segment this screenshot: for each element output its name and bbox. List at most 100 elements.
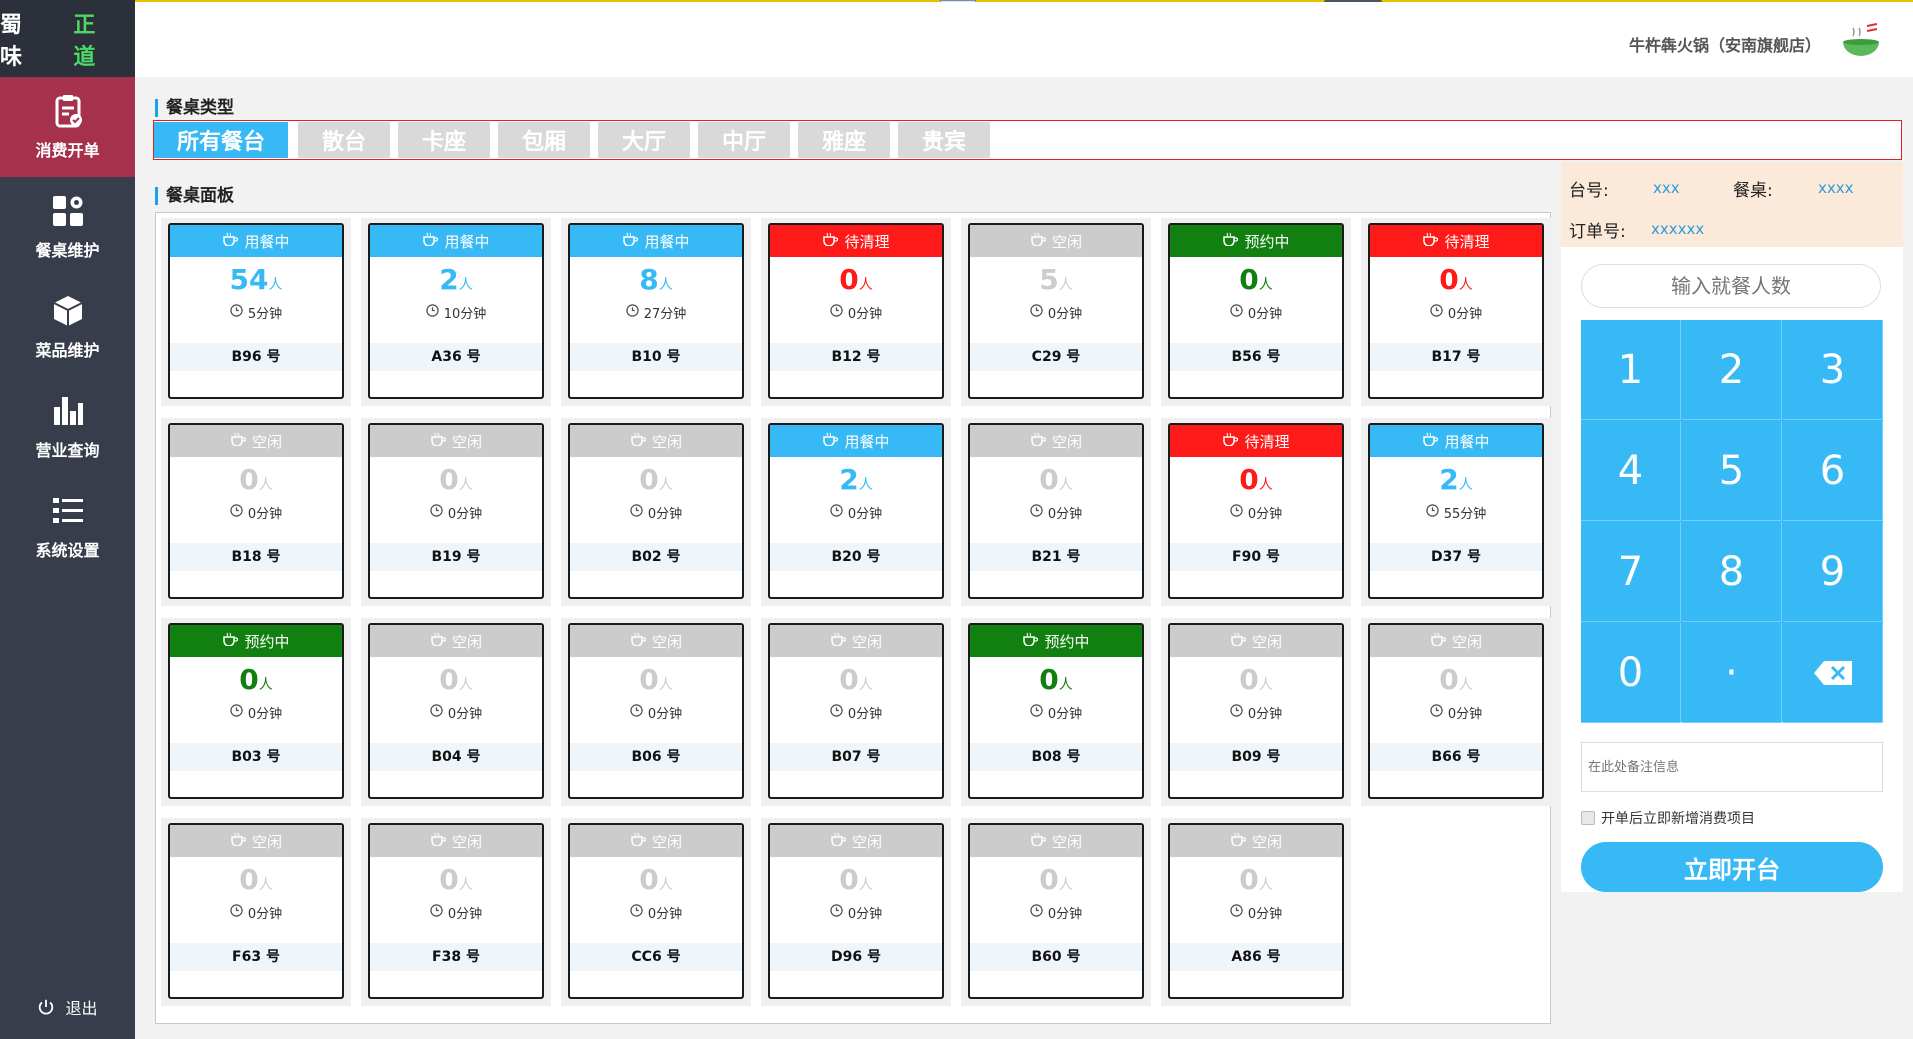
logout-button[interactable]: 退出 [0, 995, 135, 1019]
key-4[interactable]: 4 [1581, 421, 1681, 521]
key-0[interactable]: 0 [1581, 623, 1681, 723]
add-items-checkbox[interactable] [1581, 811, 1595, 825]
logo-text-1: 蜀 味 [0, 12, 27, 70]
table-card[interactable]: 空闲 0人 0分钟 F63 号 [168, 823, 344, 999]
teacup-icon [230, 832, 247, 850]
table-status-header: 待清理 [1370, 225, 1542, 257]
table-type-tab[interactable]: 包厢 [498, 122, 590, 158]
key-backspace[interactable] [1783, 623, 1883, 723]
table-status-header: 用餐中 [1370, 425, 1542, 457]
table-card[interactable]: 空闲 0人 0分钟 B18 号 [168, 423, 344, 599]
guest-count: 0人 [170, 863, 342, 897]
sidebar-item-3[interactable]: 菜品维护 [0, 277, 135, 377]
guest-count: 0人 [570, 463, 742, 497]
backspace-icon [1813, 660, 1852, 685]
table-type-tab[interactable]: 贵宾 [898, 122, 990, 158]
key-3[interactable]: 3 [1783, 320, 1883, 420]
key-dot[interactable]: · [1682, 623, 1782, 723]
table-card[interactable]: 预约中 0人 0分钟 B08 号 [968, 623, 1144, 799]
table-status-header: 空闲 [170, 425, 342, 457]
table-name: B08 号 [970, 743, 1142, 771]
table-card[interactable]: 空闲 0人 0分钟 B19 号 [368, 423, 544, 599]
key-5[interactable]: 5 [1682, 421, 1782, 521]
grid-gear-icon [50, 193, 86, 229]
table-card[interactable]: 待清理 0人 0分钟 F90 号 [1168, 423, 1344, 599]
table-type-tab[interactable]: 大厅 [598, 122, 690, 158]
sidebar-item-2[interactable]: 餐桌维护 [0, 177, 135, 277]
table-card[interactable]: 空闲 0人 0分钟 B06 号 [568, 623, 744, 799]
table-type-tab[interactable]: 所有餐台 [154, 122, 288, 158]
table-card[interactable]: 待清理 0人 0分钟 B17 号 [1368, 223, 1544, 399]
sidebar-item-1[interactable]: 消费开单 [0, 77, 135, 177]
table-card[interactable]: 预约中 0人 0分钟 B03 号 [168, 623, 344, 799]
table-card[interactable]: 空闲 0人 0分钟 CC6 号 [568, 823, 744, 999]
key-1[interactable]: 1 [1581, 320, 1681, 420]
table-status-header: 空闲 [370, 625, 542, 657]
teacup-icon [1230, 832, 1247, 850]
table-card[interactable]: 空闲 0人 0分钟 D96 号 [768, 823, 944, 999]
sidebar-item-5[interactable]: 系统设置 [0, 477, 135, 577]
table-type-tab[interactable]: 散台 [298, 122, 390, 158]
table-status-label: 用餐中 [244, 232, 290, 251]
table-card[interactable]: 预约中 0人 0分钟 B56 号 [1168, 223, 1344, 399]
table-status-label: 空闲 [251, 832, 282, 851]
clock-icon [230, 303, 243, 321]
guest-count-unit: 人 [1458, 477, 1473, 493]
teacup-icon [230, 432, 247, 450]
table-card[interactable]: 空闲 5人 0分钟 C29 号 [968, 223, 1144, 399]
table-card[interactable]: 用餐中 54人 5分钟 B96 号 [168, 223, 344, 399]
guest-count-unit: 人 [858, 277, 873, 293]
table-type-tab[interactable]: 中厅 [698, 122, 790, 158]
sidebar-item-4[interactable]: 营业查询 [0, 377, 135, 477]
table-name: F63 号 [170, 943, 342, 971]
table-card[interactable]: 空闲 0人 0分钟 B21 号 [968, 423, 1144, 599]
order-panel: 台号: xxx 餐桌: xxxx 订单号: xxxxxx 123 456 789 0·… [1561, 162, 1903, 892]
table-card[interactable]: 用餐中 2人 10分钟 A36 号 [368, 223, 544, 399]
table-card[interactable]: 空闲 0人 0分钟 A86 号 [1168, 823, 1344, 999]
table-card[interactable]: 用餐中 2人 55分钟 D37 号 [1368, 423, 1544, 599]
table-card[interactable]: 空闲 0人 0分钟 F38 号 [368, 823, 544, 999]
guest-count-unit: 人 [1258, 677, 1273, 693]
dining-time: 0分钟 [370, 899, 542, 925]
dining-time: 0分钟 [370, 699, 542, 725]
guest-count: 0人 [570, 663, 742, 697]
table-card[interactable]: 用餐中 2人 0分钟 B20 号 [768, 423, 944, 599]
table-status-label: 空闲 [1251, 832, 1282, 851]
clock-icon [830, 303, 843, 321]
open-table-button[interactable]: 立即开台 [1581, 842, 1883, 892]
key-6[interactable]: 6 [1783, 421, 1883, 521]
table-name: F90 号 [1170, 543, 1342, 571]
key-2[interactable]: 2 [1682, 320, 1782, 420]
table-type-tab[interactable]: 卡座 [398, 122, 490, 158]
clock-icon [1030, 903, 1043, 921]
table-card[interactable]: 空闲 0人 0分钟 B66 号 [1368, 623, 1544, 799]
table-status-header: 空闲 [970, 425, 1142, 457]
table-type-tab[interactable]: 雅座 [798, 122, 890, 158]
guest-count: 0人 [1370, 663, 1542, 697]
table-card[interactable]: 空闲 0人 0分钟 B07 号 [768, 623, 944, 799]
table-card[interactable]: 用餐中 8人 27分钟 B10 号 [568, 223, 744, 399]
dining-time-value: 0分钟 [1247, 506, 1283, 522]
key-8[interactable]: 8 [1682, 522, 1782, 622]
sidebar-nav: 消费开单 餐桌维护 菜品维护 营业查询 系统设置 [0, 77, 135, 577]
guest-count-input[interactable] [1581, 264, 1881, 308]
table-card[interactable]: 空闲 0人 0分钟 B04 号 [368, 623, 544, 799]
table-card[interactable]: 待清理 0人 0分钟 B12 号 [768, 223, 944, 399]
table-card[interactable]: 空闲 0人 0分钟 B09 号 [1168, 623, 1344, 799]
teacup-icon [1222, 232, 1239, 250]
add-items-option[interactable]: 开单后立即新增消费项目 [1581, 808, 1755, 828]
table-type-bar: 所有餐台 散台 卡座 包厢 大厅 中厅 雅座 贵宾 [153, 120, 1902, 160]
key-7[interactable]: 7 [1581, 522, 1681, 622]
logout-label: 退出 [65, 999, 98, 1018]
table-name: B02 号 [570, 543, 742, 571]
table-card[interactable]: 空闲 0人 0分钟 B02 号 [568, 423, 744, 599]
clock-icon [830, 903, 843, 921]
table-type-title: 餐桌类型 [155, 99, 234, 117]
guest-count: 0人 [1170, 263, 1342, 297]
table-status-label: 预约中 [244, 632, 290, 651]
note-input[interactable] [1581, 742, 1883, 792]
teacup-icon [1222, 432, 1239, 450]
table-card[interactable]: 空闲 0人 0分钟 B60 号 [968, 823, 1144, 999]
key-9[interactable]: 9 [1783, 522, 1883, 622]
teacup-icon [422, 232, 439, 250]
